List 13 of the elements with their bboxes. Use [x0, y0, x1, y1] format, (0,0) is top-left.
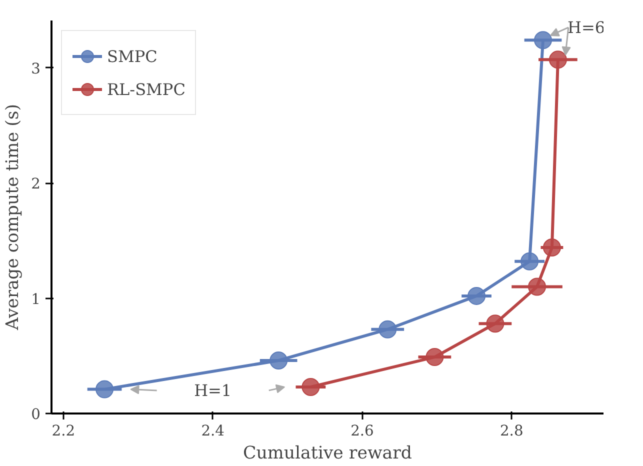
x-tick-label: 2.6 — [350, 422, 374, 440]
x-tick-label: 2.8 — [500, 422, 524, 440]
legend-label: RL-SMPC — [107, 80, 186, 98]
y-tick-label: 3 — [31, 60, 41, 78]
legend-label: SMPC — [107, 46, 158, 66]
x-tick-label: 2.4 — [201, 422, 224, 440]
y-tick-label: 2 — [31, 176, 41, 192]
x-axis-title: Cumulative reward — [242, 444, 412, 464]
x-tick-label: 2.2 — [52, 422, 76, 440]
y-axis-title: Average compute time (s) — [3, 104, 24, 331]
annotation: H=1 — [194, 380, 232, 400]
y-tick-label: 1 — [31, 290, 41, 308]
y-tick-label: 0 — [31, 406, 41, 423]
